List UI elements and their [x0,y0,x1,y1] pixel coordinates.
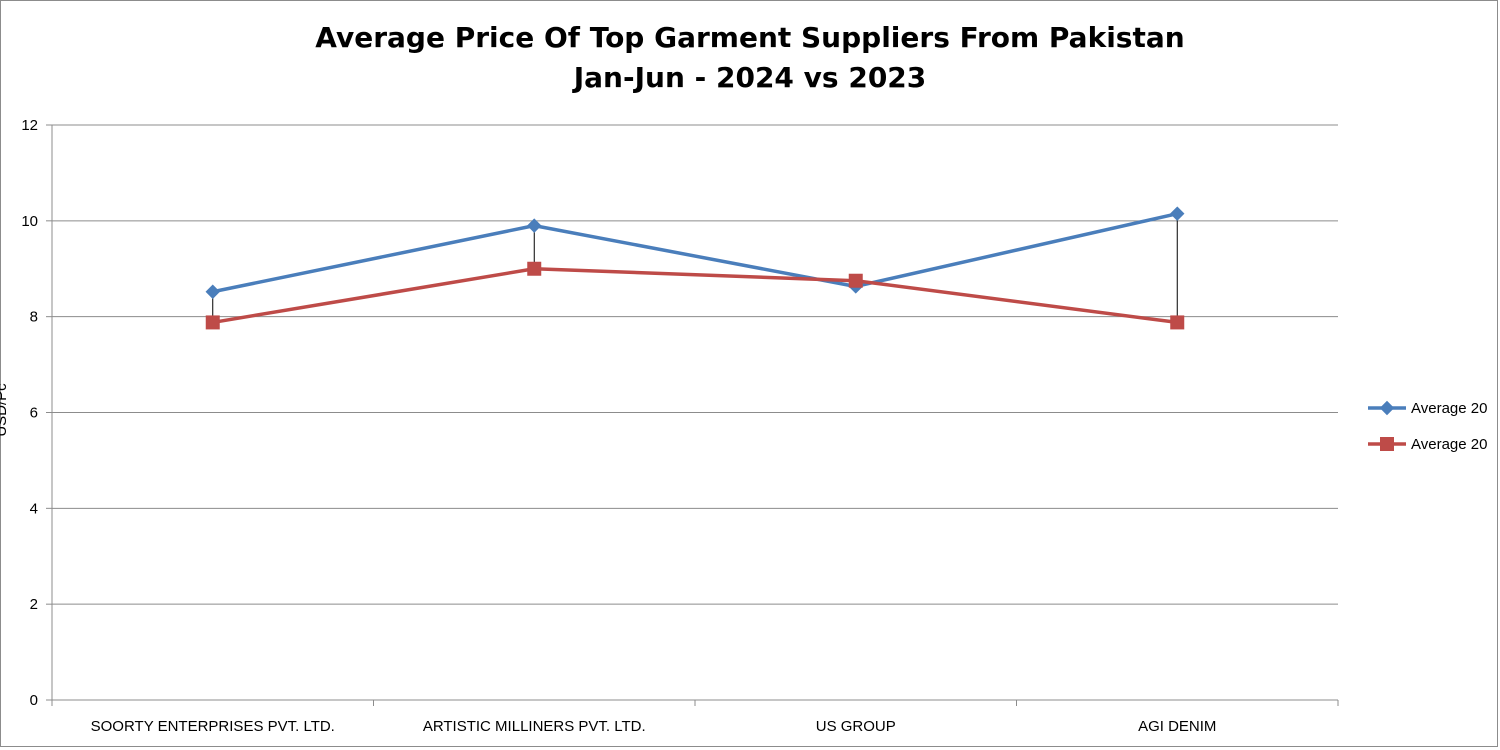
legend-marker [1380,437,1394,451]
data-point-series-2 [1170,315,1185,330]
x-category-label: AGI DENIM [1138,718,1216,735]
y-tick-label: 2 [30,596,38,613]
data-point-series-2 [205,315,220,330]
legend-marker [1379,400,1395,416]
y-tick-label: 8 [30,309,38,326]
data-point-series-1 [1170,206,1185,221]
legend: Average 20 Average 20 [1368,400,1487,453]
y-tick-label: 6 [30,405,38,422]
chart-title-line-2: Jan-Jun - 2024 vs 2023 [573,61,927,94]
series-line-2 [212,267,1178,325]
data-point-series-1 [205,284,220,299]
x-category-label: US GROUP [816,718,896,735]
y-tick-label: 4 [30,500,38,517]
legend-label: Average 20 [1411,436,1487,453]
series-line-1 [212,211,1178,294]
y-axis-ticks: 0 2 4 6 8 10 12 [21,117,52,709]
x-axis-categories: SOORTY ENTERPRISES PVT. LTD. ARTISTIC MIL… [51,700,1339,735]
chart-title: Average Price Of Top Garment Suppliers F… [0,18,1500,98]
legend-label: Average 20 [1411,400,1487,417]
y-tick-label: 12 [21,117,38,134]
series [205,206,1185,330]
grid [52,124,1338,605]
data-point-series-1 [527,218,542,233]
y-tick-label: 0 [30,692,38,709]
data-point-series-2 [527,261,542,276]
drop-lines [212,213,1178,323]
x-category-label: SOORTY ENTERPRISES PVT. LTD. [91,718,335,735]
chart-title-line-1: Average Price Of Top Garment Suppliers F… [315,21,1185,54]
data-point-series-2 [848,273,863,288]
x-category-label: ARTISTIC MILLINERS PVT. LTD. [423,718,646,735]
y-tick-label: 10 [21,213,38,230]
y-axis-label: USD/Pc [0,383,10,437]
